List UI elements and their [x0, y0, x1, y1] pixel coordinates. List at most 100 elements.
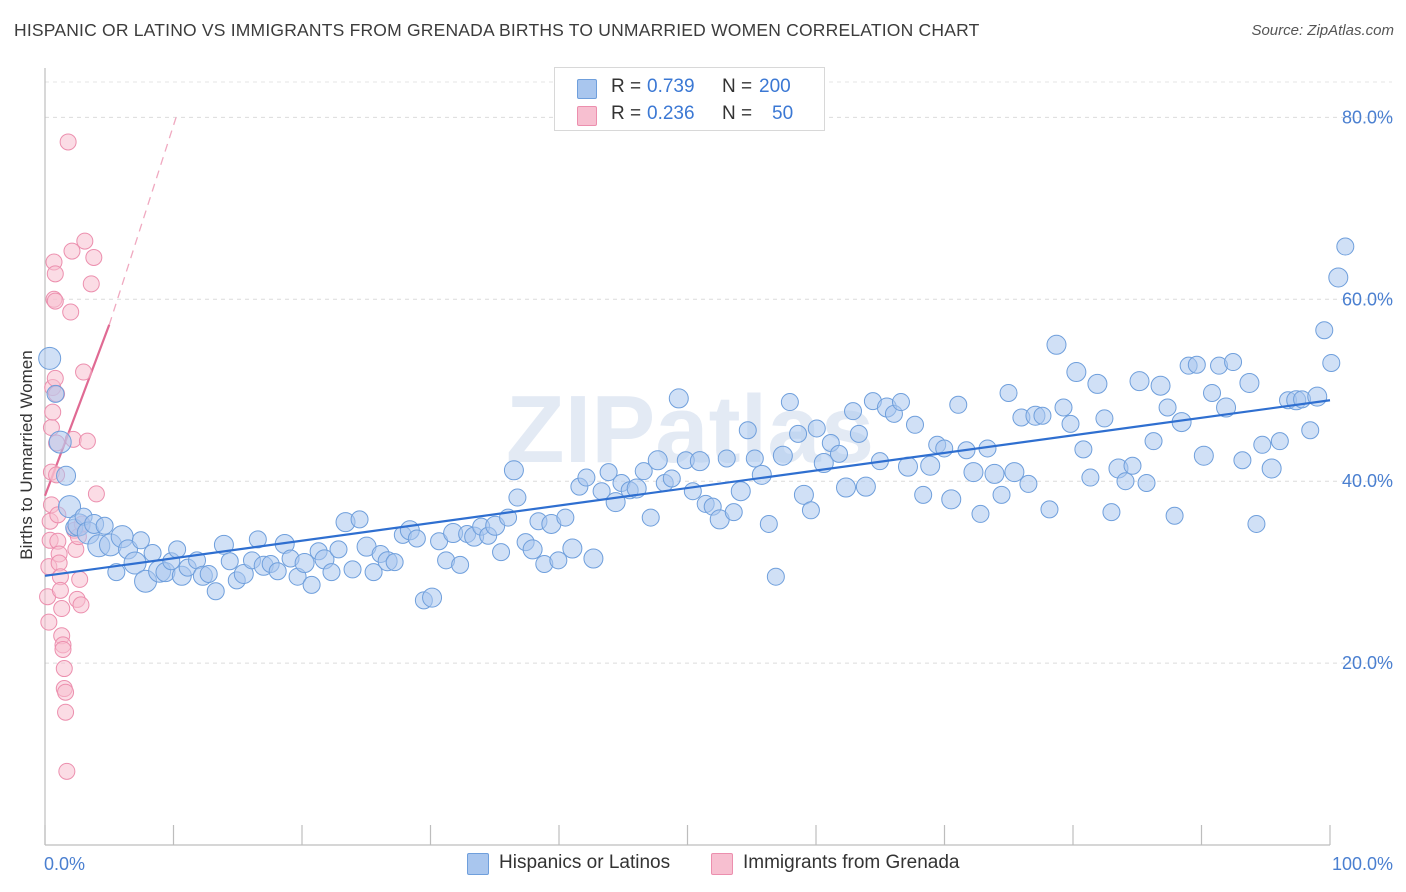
hispanic-point [730, 481, 751, 502]
hispanic-point [1046, 334, 1067, 355]
hispanic-point [1301, 421, 1320, 440]
hispanic-point [759, 514, 778, 533]
hispanic-point [1216, 397, 1237, 418]
grenada-point [46, 292, 64, 310]
hispanic-point [683, 482, 702, 501]
legend-r-value: 0.739 [647, 76, 695, 97]
grenada-point [72, 596, 90, 614]
grenada-points [39, 133, 105, 780]
x-tick-label: 100.0% [1332, 854, 1393, 874]
hispanic-point [131, 531, 150, 550]
hispanic-point [562, 538, 583, 559]
hispanic-point [801, 501, 820, 520]
hispanic-point [1004, 462, 1025, 483]
hispanic-point [1270, 432, 1289, 451]
hispanic-point [1061, 414, 1080, 433]
grenada-point [46, 265, 64, 283]
grenada-point [82, 275, 100, 293]
grenada-point [55, 660, 73, 678]
hispanic-point [422, 587, 443, 608]
hispanic-point [647, 450, 668, 471]
y-tick-label: 60.0% [1342, 289, 1393, 309]
hispanic-point [107, 563, 126, 582]
grenada-point [40, 613, 58, 631]
hispanic-point [1322, 353, 1341, 372]
legend-swatch-grenada [711, 853, 733, 875]
hispanic-point [829, 444, 848, 463]
hispanic-point [1193, 445, 1214, 466]
hispanic-point [56, 465, 77, 486]
grenada-point [46, 369, 64, 387]
grenada-point [87, 485, 105, 503]
hispanic-point [689, 451, 710, 472]
grenada-point [85, 248, 103, 266]
hispanic-point [407, 529, 426, 548]
hispanic-point [508, 488, 527, 507]
grenada-trend-extension [108, 117, 177, 325]
hispanic-point [1247, 514, 1266, 533]
hispanic-point [38, 346, 62, 370]
hispanic-point [605, 492, 626, 513]
hispanic-point [724, 503, 743, 522]
source-credit: Source: ZipAtlas.com [1251, 22, 1394, 39]
hispanic-point [1224, 353, 1243, 372]
hispanic-point [963, 462, 984, 483]
hispanic-point [1150, 375, 1171, 396]
hispanic-point [1165, 506, 1184, 525]
hispanic-point [206, 582, 225, 601]
hispanic-point [302, 575, 321, 594]
grenada-point [51, 581, 69, 599]
y-tick-label: 80.0% [1342, 107, 1393, 127]
hispanic-point [920, 455, 941, 476]
hispanic-point [322, 563, 341, 582]
hispanic-point [1187, 355, 1206, 374]
hispanic-point [451, 555, 470, 574]
legend-n-label: N = [722, 76, 753, 97]
hispanic-trend-solid [44, 399, 1331, 577]
legend-r-label: R = [611, 103, 642, 124]
hispanic-point [745, 449, 764, 468]
hispanic-point [1074, 440, 1093, 459]
hispanic-point [1137, 474, 1156, 493]
hispanic-point [992, 485, 1011, 504]
legend-r-label: R = [611, 76, 642, 97]
grenada-point [62, 303, 80, 321]
hispanic-point [1203, 383, 1222, 402]
hispanic-point [95, 516, 114, 535]
hispanic-point [329, 540, 348, 559]
grenada-point [78, 432, 96, 450]
hispanic-point [1233, 451, 1252, 470]
hispanic-point [751, 464, 772, 485]
hispanic-point [914, 485, 933, 504]
chart-title: HISPANIC OR LATINO VS IMMIGRANTS FROM GR… [14, 20, 980, 40]
hispanic-point [199, 564, 218, 583]
axes [44, 68, 1331, 846]
hispanic-point [1239, 372, 1260, 393]
hispanic-point [780, 393, 799, 412]
hispanic-point [1336, 237, 1355, 256]
hispanic-point [1261, 458, 1282, 479]
hispanic-trend-line [44, 399, 1331, 577]
grenada-point [63, 242, 81, 260]
grenada-point [75, 363, 93, 381]
hispanic-point [268, 562, 287, 581]
hispanic-point [599, 463, 618, 482]
hispanic-point [793, 484, 814, 505]
hispanic-point [1066, 362, 1087, 383]
hispanic-point [855, 476, 876, 497]
hispanic-point [941, 489, 962, 510]
hispanic-point [294, 553, 315, 574]
hispanic-point [220, 552, 239, 571]
grenada-point [71, 570, 89, 588]
hispanic-point [717, 449, 736, 468]
grenada-point [53, 600, 71, 618]
hispanic-point [1328, 267, 1349, 288]
hispanic-point [789, 424, 808, 443]
hispanic-point [1081, 468, 1100, 487]
hispanic-point [844, 402, 863, 421]
hispanic-point [1033, 406, 1052, 425]
hispanic-point [549, 551, 568, 570]
legend-swatch-hispanic [577, 79, 597, 99]
grenada-point [76, 232, 94, 250]
